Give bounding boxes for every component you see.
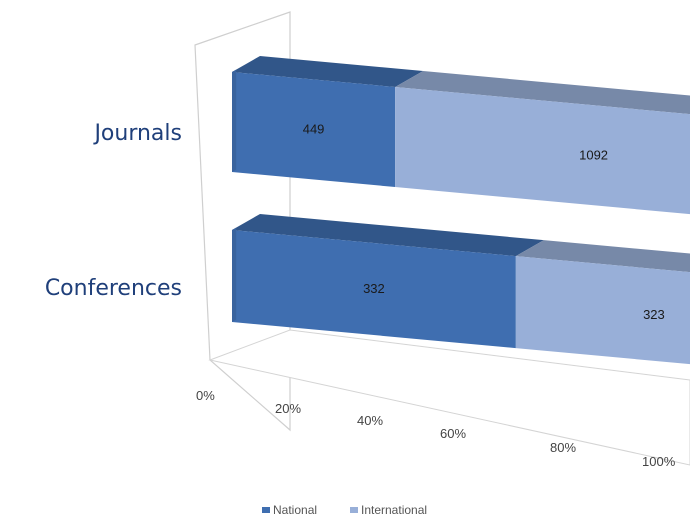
bar-top-face (232, 214, 544, 257)
bar-top-face (515, 240, 690, 273)
floor-plane (208, 329, 690, 466)
legend-swatch (350, 507, 358, 513)
bar-front-face (232, 230, 516, 349)
bars-layer: 449 1092 332 323 (232, 56, 690, 365)
bar-end-cap (232, 69, 237, 172)
x-tick-label-100pct: 100% (642, 454, 676, 469)
category-label-conferences: Conferences (45, 276, 182, 301)
x-tick-label-0pct: 0% (196, 388, 215, 403)
legend-item-national: National (262, 503, 317, 517)
legend: National International (262, 503, 427, 517)
data-label-conferences-international: 323 (643, 307, 665, 322)
bar-segment-journals-national: 449 (232, 56, 424, 188)
bar-end-cap (232, 227, 237, 322)
x-tick-label-20pct: 20% (275, 401, 301, 416)
bar-top-face (232, 56, 424, 88)
legend-item-international: International (350, 503, 427, 517)
data-label-journals-national: 449 (303, 122, 325, 137)
bar-front-face (232, 72, 396, 188)
bar-segment-conferences-national: 332 (232, 214, 544, 349)
legend-label: International (361, 503, 427, 517)
x-tick-label-40pct: 40% (357, 413, 383, 428)
data-label-conferences-national: 332 (363, 281, 385, 296)
data-label-journals-international: 1092 (579, 147, 608, 162)
legend-swatch (262, 507, 270, 513)
bar-top-face (395, 71, 690, 115)
bar-front-face (515, 256, 690, 365)
bar-front-face (395, 87, 690, 215)
x-tick-label-80pct: 80% (550, 440, 576, 455)
bar-segment-journals-international: 1092 (395, 71, 690, 215)
x-tick-label-60pct: 60% (440, 426, 466, 441)
legend-label: National (273, 503, 317, 517)
category-label-journals: Journals (92, 121, 182, 146)
category-labels: Journals Conferences (45, 121, 182, 301)
bar-segment-conferences-international: 323 (515, 240, 690, 365)
x-axis-ticks: 0% 20% 40% 60% 80% 100% (196, 388, 676, 469)
